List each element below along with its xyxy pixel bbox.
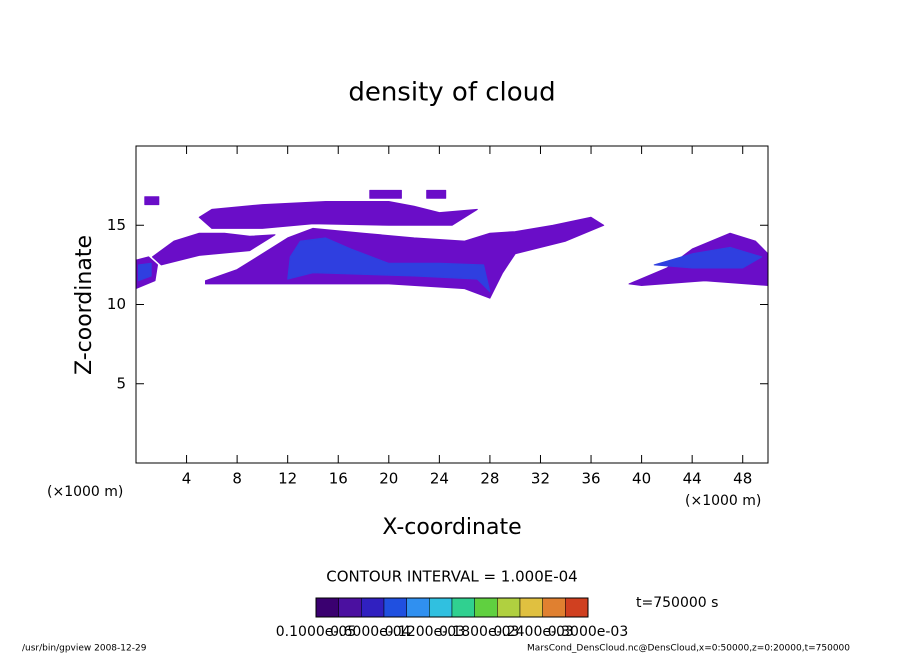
y-tick-label: 15 (107, 216, 126, 234)
colorbar-cell (406, 597, 430, 618)
time-label: t=750000 s (636, 595, 718, 611)
x-tick-label: 40 (632, 470, 651, 488)
x-tick-label: 12 (278, 470, 297, 488)
footer-left: /usr/bin/gpview 2008-12-29 (22, 644, 147, 654)
contour-region (151, 232, 276, 266)
y-unit: (×1000 m) (47, 484, 123, 500)
contour-region (205, 216, 605, 299)
colorbar-cell (338, 597, 362, 618)
colorbar-cell (451, 597, 475, 618)
colorbar-cell (519, 597, 543, 618)
x-tick-label: 4 (182, 470, 192, 488)
y-tick-label: 10 (107, 295, 126, 313)
colorbar-frame (315, 597, 589, 618)
contour-region (138, 262, 152, 282)
colorbar-label: 0.1000e-05 (276, 624, 356, 640)
contour-region (653, 246, 763, 269)
contour-region (198, 201, 478, 229)
contour-region (144, 196, 160, 206)
x-axis-label: X-coordinate (382, 515, 521, 540)
chart-title: density of cloud (348, 78, 555, 108)
x-tick-label: 20 (379, 470, 398, 488)
colorbar-label: 0.3000e-03 (548, 624, 628, 640)
colorbar-label: 0.1800e-03 (439, 624, 519, 640)
contour-interval: CONTOUR INTERVAL = 1.000E-04 (326, 568, 577, 586)
x-tick-label: 36 (581, 470, 600, 488)
contour-region (369, 189, 402, 199)
y-tick-label: 5 (116, 374, 126, 392)
x-tick-label: 48 (733, 470, 752, 488)
colorbar-label: 0.1200e-03 (385, 624, 465, 640)
colorbar-cell (361, 597, 385, 618)
footer-right: MarsCond_DensCloud.nc@DensCloud,x=0:5000… (527, 644, 850, 654)
colorbar-cell (383, 597, 407, 618)
contour-region (287, 237, 491, 293)
x-tick-label: 24 (430, 470, 449, 488)
x-tick-label: 44 (683, 470, 702, 488)
colorbar-cell (542, 597, 566, 618)
colorbar-cell (565, 597, 589, 618)
colorbar-cell (315, 597, 339, 618)
colorbar-cell (474, 597, 498, 618)
x-tick-label: 8 (232, 470, 242, 488)
colorbar-cell (429, 597, 453, 618)
x-tick-label: 32 (531, 470, 550, 488)
colorbar-label: 0.2400e-03 (493, 624, 573, 640)
contour-region (426, 189, 447, 199)
x-tick-label: 16 (329, 470, 348, 488)
x-tick-label: 28 (480, 470, 499, 488)
x-unit: (×1000 m) (685, 493, 761, 509)
plot-frame (135, 145, 769, 464)
colorbar-label: 0.6000e-04 (330, 624, 411, 640)
colorbar-cell (497, 597, 521, 618)
y-axis-label: Z-coordinate (72, 235, 97, 375)
